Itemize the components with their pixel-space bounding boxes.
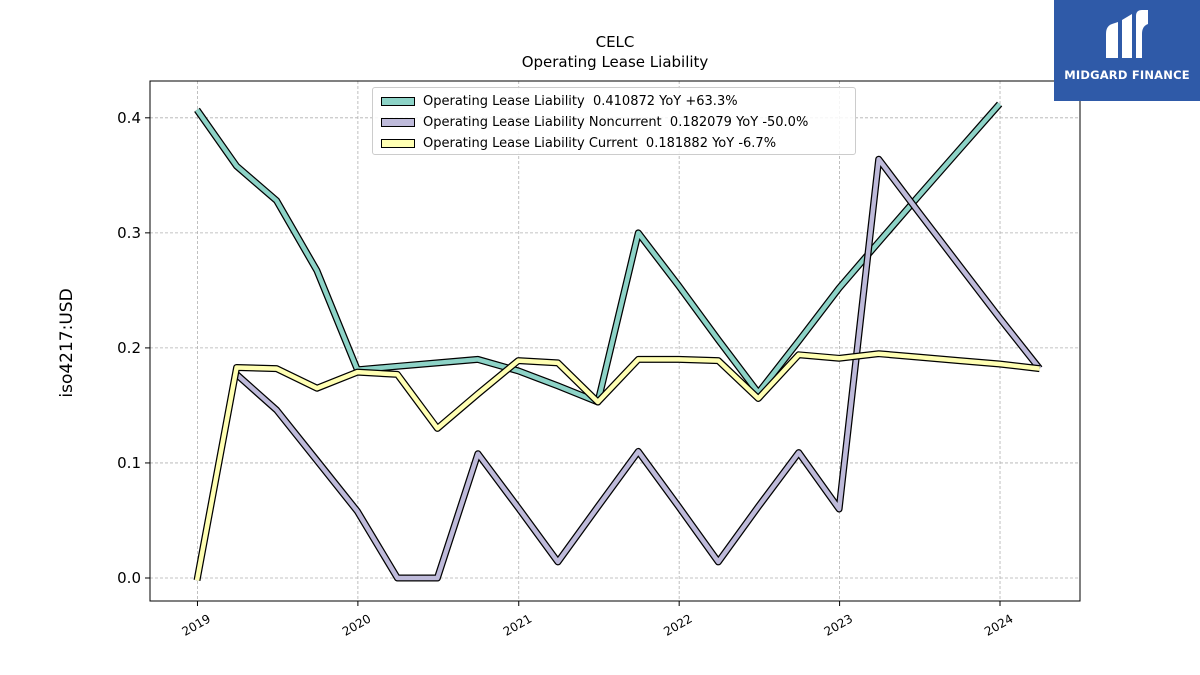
y-tick-label: 0.3 [117,224,141,242]
y-tick-label: 0.1 [117,454,141,472]
y-tick-label: 0.4 [117,109,141,127]
legend-label-noncurrent: Operating Lease Liability Noncurrent 0.1… [423,114,809,130]
x-tick-label: 2021 [501,611,534,638]
grid-lines [150,81,1080,601]
x-axis: 2019 2020 2021 2022 2023 2024 [180,601,1016,639]
legend-label-current: Operating Lease Liability Current 0.1818… [423,135,777,151]
legend-swatch-current [381,138,415,148]
chart-title: CELC [596,33,635,51]
series-line-2 [194,351,1040,581]
chart-legend: Operating Lease Liability 0.410872 YoY +… [372,87,856,155]
legend-label-total: Operating Lease Liability 0.410872 YoY +… [423,93,738,109]
legend-item-noncurrent: Operating Lease Liability Noncurrent 0.1… [381,113,808,131]
y-tick-label: 0.2 [117,339,141,357]
chart-subtitle: Operating Lease Liability [522,53,709,71]
y-axis: 0.0 0.1 0.2 0.3 0.4 [117,109,150,587]
brand-name: MIDGARD FINANCE [1064,68,1190,82]
x-tick-label: 2019 [180,611,213,638]
legend-item-current: Operating Lease Liability Current 0.1818… [381,134,776,152]
x-tick-label: 2023 [822,611,855,638]
series-layer [193,101,1043,582]
y-axis-label: iso4217:USD [57,288,77,397]
x-tick-label: 2020 [340,611,373,638]
midgard-logo-icon [1106,10,1148,58]
legend-item-total: Operating Lease Liability 0.410872 YoY +… [381,92,738,110]
brand-logo: MIDGARD FINANCE [1054,0,1200,101]
legend-swatch-total [381,96,415,106]
plot-frame [149,80,1081,602]
series-line-1 [235,156,1042,581]
x-tick-label: 2024 [982,611,1015,638]
legend-swatch-noncurrent [381,117,415,127]
x-tick-label: 2022 [661,611,694,638]
y-tick-label: 0.0 [117,569,141,587]
